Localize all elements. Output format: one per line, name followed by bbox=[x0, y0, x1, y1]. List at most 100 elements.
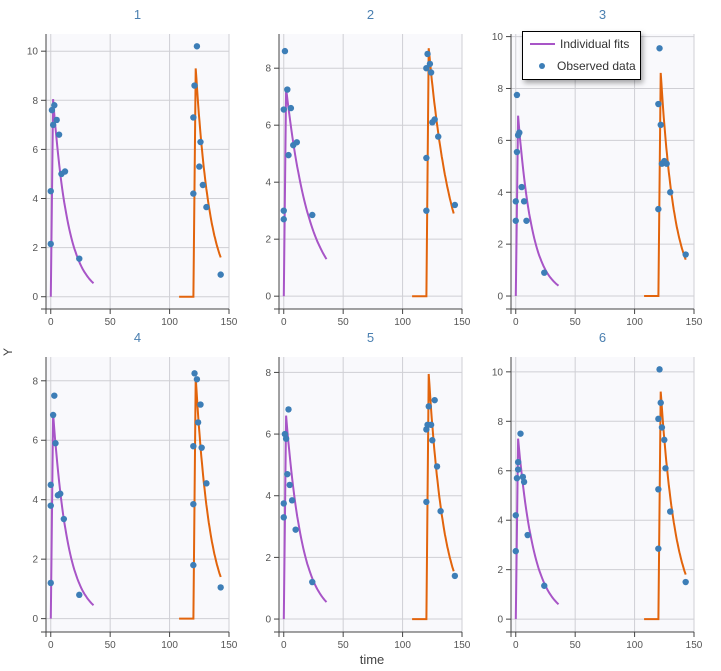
observed-point bbox=[280, 514, 287, 521]
y-tick-label: 2 bbox=[265, 553, 271, 564]
observed-point bbox=[657, 399, 664, 406]
plot-background bbox=[46, 34, 229, 309]
observed-point bbox=[309, 211, 316, 219]
y-tick-label: 2 bbox=[32, 243, 38, 254]
x-tick-label: 150 bbox=[454, 640, 471, 651]
y-tick-label: 4 bbox=[497, 188, 503, 199]
y-tick-label: 2 bbox=[497, 240, 503, 251]
observed-point bbox=[76, 255, 83, 262]
observed-point bbox=[655, 205, 662, 213]
observed-point bbox=[196, 163, 203, 170]
y-tick-label: 8 bbox=[32, 376, 38, 387]
observed-point bbox=[199, 181, 207, 189]
x-axis-title: time bbox=[360, 652, 385, 667]
observed-point bbox=[76, 591, 83, 599]
observed-point bbox=[197, 138, 204, 146]
observed-point bbox=[217, 584, 224, 591]
observed-point bbox=[516, 129, 523, 136]
observed-point bbox=[217, 271, 224, 278]
panel-4: 4 0 50 100 150 0 2 4 6 8 bbox=[32, 330, 237, 651]
observed-point bbox=[49, 121, 57, 129]
x-tick-label: 150 bbox=[221, 640, 238, 651]
fit-line-dose1 bbox=[282, 415, 328, 620]
observed-point bbox=[519, 473, 527, 481]
y-tick-label: 6 bbox=[32, 436, 38, 447]
observed-point bbox=[523, 217, 530, 224]
x-tick-label: 100 bbox=[394, 317, 411, 328]
observed-point bbox=[682, 578, 689, 586]
fit-line-dose2 bbox=[179, 68, 222, 298]
observed-point bbox=[53, 116, 60, 124]
observed-point bbox=[190, 190, 197, 197]
y-tick-label: 0 bbox=[32, 614, 38, 625]
fit-line-dose1 bbox=[49, 413, 95, 619]
y-tick-label: 0 bbox=[265, 292, 271, 303]
x-tick-label: 150 bbox=[454, 317, 471, 328]
x-tick-label: 0 bbox=[48, 640, 54, 651]
y-tick-label: 10 bbox=[492, 367, 504, 378]
observed-point bbox=[435, 133, 442, 140]
observed-point bbox=[655, 415, 662, 423]
legend: Individual fits Observed data bbox=[522, 31, 641, 80]
observed-point bbox=[285, 406, 292, 413]
y-tick-label: 4 bbox=[32, 194, 38, 205]
observed-point bbox=[541, 582, 548, 589]
observed-point bbox=[61, 168, 69, 175]
fit-line-dose1 bbox=[514, 438, 560, 620]
observed-point bbox=[57, 490, 64, 497]
observed-point bbox=[520, 478, 528, 486]
observed-point bbox=[309, 578, 316, 586]
fit-line-dose2 bbox=[644, 391, 687, 621]
x-tick-label: 0 bbox=[48, 317, 54, 328]
panel-2: 2 0 50 100 150 0 2 4 6 8 bbox=[265, 7, 470, 328]
observed-point bbox=[541, 269, 548, 276]
x-tick-label: 50 bbox=[570, 640, 582, 651]
observed-point bbox=[191, 82, 198, 89]
observed-point bbox=[190, 442, 197, 450]
panel-title: 2 bbox=[367, 7, 374, 22]
observed-point bbox=[512, 547, 519, 555]
x-tick-label: 100 bbox=[626, 317, 643, 328]
y-tick-label: 0 bbox=[497, 615, 503, 626]
observed-point bbox=[655, 100, 662, 108]
x-tick-label: 0 bbox=[513, 640, 519, 651]
x-tick-label: 150 bbox=[686, 640, 703, 651]
observed-point bbox=[451, 572, 459, 580]
observed-point bbox=[427, 69, 435, 76]
observed-point bbox=[47, 187, 54, 195]
y-tick-label: 0 bbox=[265, 615, 271, 626]
observed-point bbox=[49, 411, 57, 419]
y-tick-label: 8 bbox=[497, 84, 503, 95]
observed-point bbox=[425, 403, 432, 410]
legend-label-fits: Individual fits bbox=[560, 37, 630, 51]
legend-line-swatch bbox=[530, 43, 555, 45]
observed-point bbox=[284, 86, 291, 93]
observed-point bbox=[280, 207, 287, 214]
observed-point bbox=[431, 396, 438, 404]
observed-point bbox=[431, 116, 438, 123]
observed-point bbox=[191, 370, 198, 377]
legend-dot-swatch bbox=[539, 63, 545, 69]
y-tick-label: 8 bbox=[32, 96, 38, 107]
observed-point bbox=[48, 106, 56, 114]
observed-point bbox=[514, 466, 522, 473]
observed-point bbox=[47, 240, 54, 248]
observed-point bbox=[512, 217, 519, 224]
y-tick-label: 4 bbox=[497, 516, 503, 527]
observed-point bbox=[427, 421, 435, 429]
x-tick-label: 50 bbox=[338, 317, 350, 328]
observed-point bbox=[292, 526, 299, 533]
observed-point bbox=[282, 435, 290, 442]
x-tick-label: 100 bbox=[394, 640, 411, 651]
panel-6: 6 0 50 100 150 0 2 4 6 8 10 bbox=[492, 330, 703, 651]
observed-point bbox=[287, 104, 295, 112]
observed-point bbox=[682, 251, 689, 258]
y-axis-title: Y bbox=[1, 348, 15, 356]
y-tick-label: 6 bbox=[265, 121, 271, 132]
x-tick-label: 100 bbox=[161, 317, 178, 328]
observed-point bbox=[286, 481, 293, 489]
y-tick-label: 6 bbox=[497, 466, 503, 477]
legend-item-observed: Observed data bbox=[523, 56, 636, 76]
